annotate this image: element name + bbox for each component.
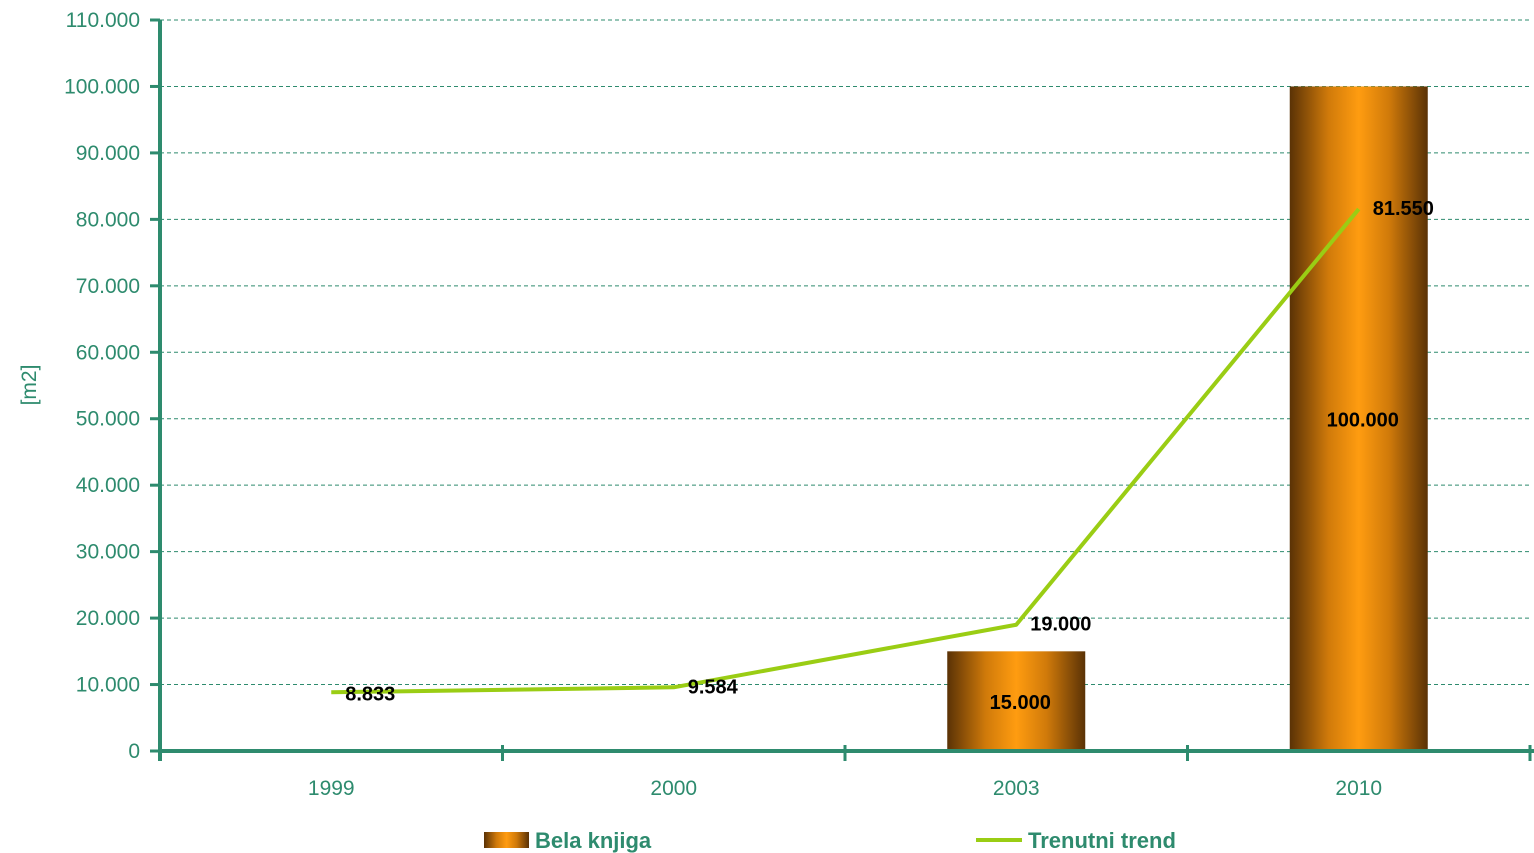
- y-tick-label: 10.000: [76, 674, 140, 697]
- y-tick-label: 40.000: [76, 474, 140, 497]
- y-tick-label: 110.000: [66, 9, 140, 32]
- bar-value-label: 15.000: [990, 692, 1051, 714]
- line-series: [331, 207, 1361, 695]
- legend-swatch-bar: [484, 832, 529, 848]
- y-axis-label: [m2]: [18, 365, 41, 406]
- bar-series: [947, 86, 1428, 752]
- bar-value-label: 100.000: [1327, 410, 1399, 432]
- bar: [1289, 86, 1428, 752]
- y-tick-label: 30.000: [76, 541, 140, 564]
- legend-label-line: Trenutni trend: [1028, 828, 1176, 853]
- x-tick-label: 1999: [308, 777, 355, 800]
- bar: [947, 651, 1086, 751]
- data-labels: 15.000 100.000 8.833 9.584 19.000 81.550: [345, 198, 1434, 714]
- line-value-label: 19.000: [1030, 614, 1091, 636]
- x-tick-label: 2003: [993, 777, 1040, 800]
- x-tick-labels: 1999 2000 2003 2010: [308, 777, 1382, 800]
- y-tick-labels: 0 10.000 20.000 30.000 40.000 50.000 60.000 70.…: [64, 9, 140, 763]
- x-tick-label: 2010: [1335, 777, 1382, 800]
- y-tick-label: 100.000: [64, 75, 140, 98]
- y-tick-label: 80.000: [76, 208, 140, 231]
- x-tick-label: 2000: [650, 777, 697, 800]
- y-tick-label: 0: [128, 740, 140, 763]
- y-tick-label: 60.000: [76, 341, 140, 364]
- legend-label-bar: Bela knjiga: [535, 828, 652, 853]
- y-tick-label: 50.000: [76, 408, 140, 431]
- y-tick-label: 20.000: [76, 607, 140, 630]
- axes: [150, 18, 1534, 761]
- line-value-label: 9.584: [688, 676, 739, 698]
- y-tick-label: 90.000: [76, 142, 140, 165]
- trend-line: [331, 207, 1361, 695]
- line-value-label: 8.833: [345, 683, 395, 705]
- line-value-label: 81.550: [1373, 198, 1434, 220]
- y-tick-label: 70.000: [76, 275, 140, 298]
- legend: Bela knjiga Trenutni trend: [484, 828, 1176, 853]
